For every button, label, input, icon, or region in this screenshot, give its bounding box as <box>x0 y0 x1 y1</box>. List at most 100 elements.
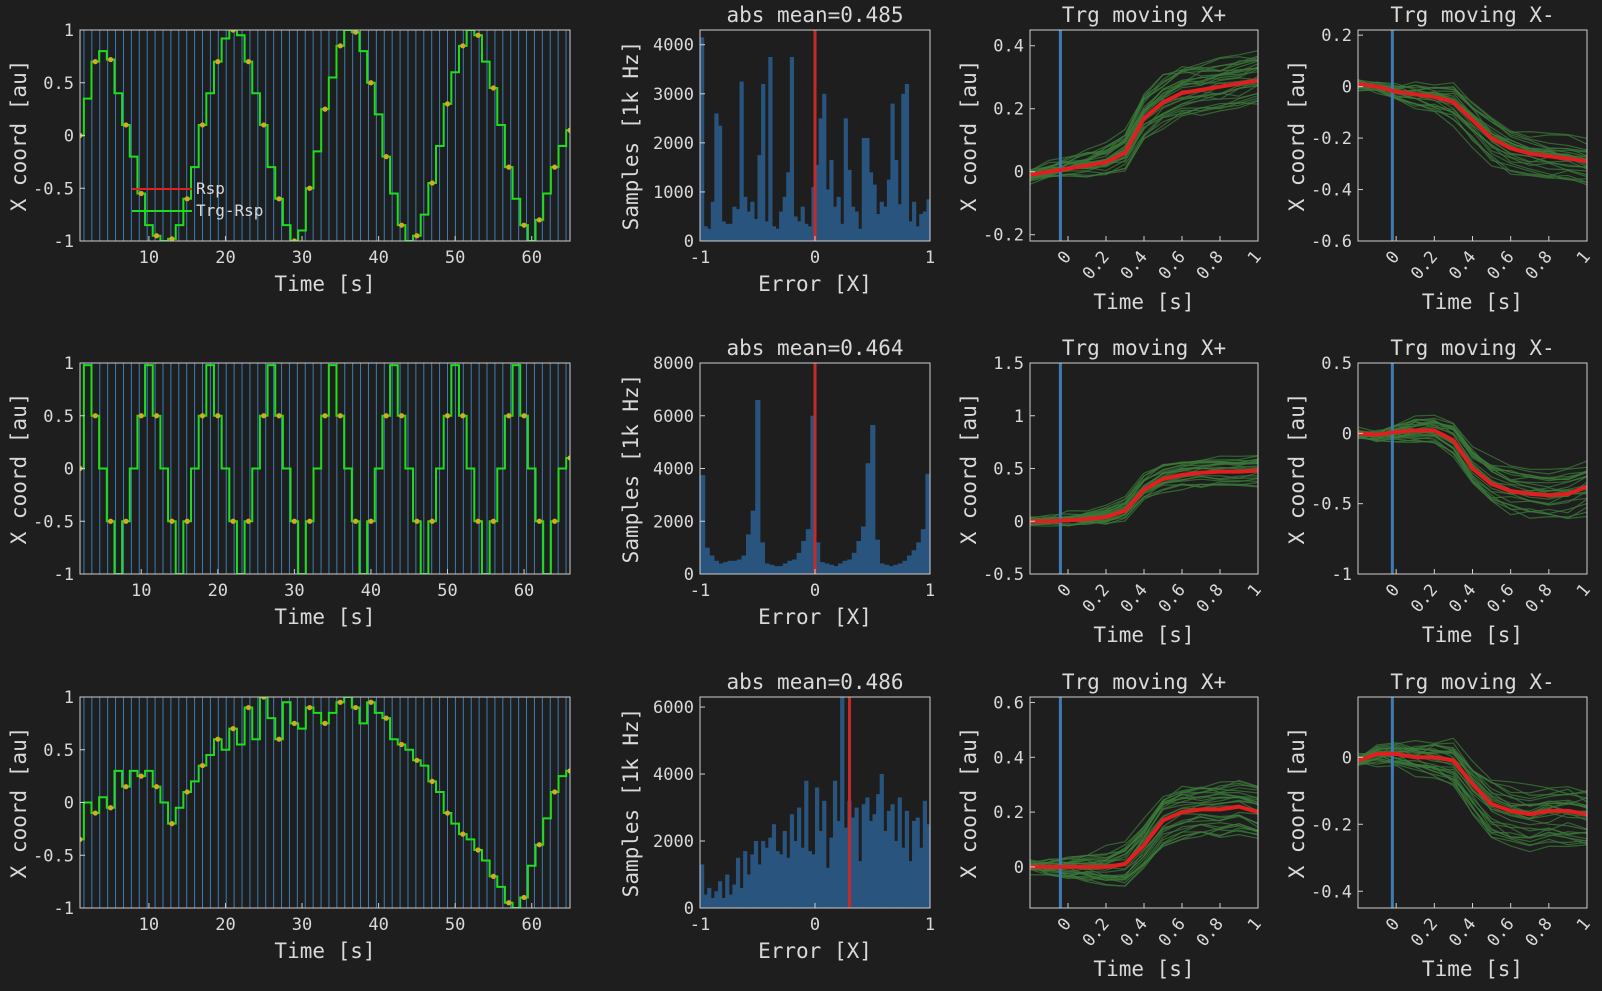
target-point <box>398 413 405 419</box>
target-point <box>169 821 175 827</box>
bar <box>768 56 773 241</box>
y-tick-label: 6000 <box>653 698 694 718</box>
trial-line <box>1358 745 1587 802</box>
legend: Rsp Trg-Rsp <box>132 179 263 220</box>
target-markers <box>80 30 570 241</box>
y-tick-label: 0 <box>1014 163 1024 183</box>
bar <box>843 827 848 908</box>
y-ticks: 0 1000 2000 3000 4000 <box>653 36 705 252</box>
bar <box>759 542 765 574</box>
trial-line <box>1030 483 1258 526</box>
bar <box>911 550 917 574</box>
target-point <box>307 185 313 191</box>
bar <box>883 830 888 908</box>
target-point <box>460 413 466 419</box>
x-tick-label: -1 <box>690 248 710 268</box>
x-tick-label: 0.8 <box>1522 914 1557 950</box>
bar <box>710 201 715 241</box>
target-point <box>368 699 374 705</box>
target-point <box>261 413 267 419</box>
bar <box>815 164 820 241</box>
x-axis-label: Time [s] <box>1093 290 1194 314</box>
bar <box>858 228 863 241</box>
x-ticks: 0 0.2 0.4 0.6 0.8 1 <box>1382 569 1595 617</box>
plot-area <box>1030 697 1258 908</box>
bar <box>807 851 813 908</box>
target-point <box>567 127 570 133</box>
bar <box>865 463 871 574</box>
target-point <box>444 413 451 419</box>
bar <box>786 172 791 241</box>
bar <box>884 564 890 574</box>
target-point <box>429 180 435 186</box>
bar <box>773 566 779 574</box>
y-tick-label: 0.4 <box>993 37 1024 57</box>
y-tick-label: 2000 <box>653 512 694 532</box>
bar <box>721 221 726 241</box>
trial-line <box>1030 66 1258 176</box>
bar <box>825 867 830 908</box>
target-point <box>444 101 451 107</box>
x-tick-label: 50 <box>445 248 465 268</box>
trial-line <box>1030 100 1258 178</box>
plot-area <box>1358 30 1587 241</box>
trial-line <box>1358 748 1587 820</box>
target-point <box>322 720 328 726</box>
target-point <box>230 726 236 732</box>
plot-area <box>1030 30 1258 241</box>
bar <box>870 424 876 574</box>
bar <box>912 820 917 908</box>
x-axis-label: Time [s] <box>274 272 375 296</box>
bar <box>746 534 752 574</box>
bar <box>793 841 798 908</box>
y-ticks: 0 2000 4000 6000 8000 <box>653 354 705 585</box>
bar <box>874 539 880 574</box>
bar <box>902 560 908 574</box>
chart-title: Trg moving X+ <box>1062 336 1226 360</box>
target-point <box>291 518 297 524</box>
x-tick-label: 0.4 <box>1445 247 1480 283</box>
target-point <box>521 894 527 901</box>
bar <box>888 566 894 574</box>
target-point <box>307 704 313 711</box>
trial-line <box>1358 754 1587 847</box>
x-tick-label: 1 <box>1573 914 1595 935</box>
trial-line <box>1358 79 1587 186</box>
bar <box>828 564 834 574</box>
bar <box>879 201 884 241</box>
x-tick-label: 30 <box>284 581 304 601</box>
target-point <box>337 413 343 419</box>
chart-title: abs mean=0.464 <box>726 336 903 360</box>
bar <box>700 37 705 241</box>
bar <box>779 854 784 908</box>
y-axis-label: Samples [1k Hz] <box>619 708 643 898</box>
y-ticks: -1 -0.5 0 0.5 1 <box>33 688 85 919</box>
bar <box>764 563 770 574</box>
y-tick-label: 0.4 <box>993 748 1024 768</box>
x-tick-label: 1 <box>1573 580 1595 601</box>
bar <box>818 118 823 241</box>
target-point <box>215 736 221 742</box>
bar <box>707 228 712 241</box>
x-ticks: 0 0.2 0.4 0.6 0.8 1 <box>1054 569 1266 617</box>
target-point <box>552 789 558 795</box>
bar <box>833 566 839 574</box>
bar <box>829 160 834 241</box>
chart-title: Trg moving X+ <box>1062 3 1226 27</box>
chart-title: abs mean=0.485 <box>726 3 903 27</box>
y-ticks: -1 -0.5 0 0.5 1 <box>33 21 85 252</box>
axes-frame <box>79 29 571 242</box>
x-tick-label: 10 <box>131 581 151 601</box>
y-axis-label: X coord [au] <box>957 727 981 879</box>
y-tick-label: 4000 <box>653 36 694 56</box>
target-point <box>215 59 221 65</box>
y-tick-label: -0.5 <box>983 565 1024 585</box>
bar <box>901 93 906 241</box>
target-point <box>475 32 481 38</box>
bar <box>926 199 930 241</box>
y-tick-label: -0.4 <box>1311 882 1352 902</box>
x-ticks: -1 0 1 <box>690 903 935 935</box>
target-point <box>184 518 190 524</box>
bar <box>818 830 823 908</box>
x-tick-label: 0.2 <box>1407 247 1442 283</box>
